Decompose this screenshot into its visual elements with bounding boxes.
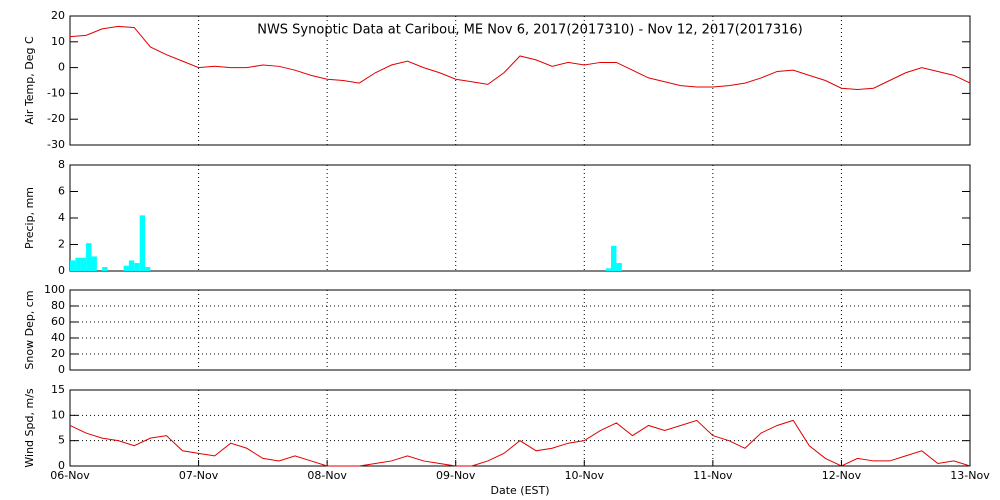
bar: [123, 265, 130, 271]
x-tick-label: 12-Nov: [822, 469, 862, 482]
plot-frame: [69, 289, 971, 371]
y-tick-label: 15: [51, 383, 65, 396]
y-tick-label: 6: [58, 185, 65, 198]
x-tick-label: 09-Nov: [436, 469, 476, 482]
data-line: [69, 419, 971, 467]
y-tick-label: -20: [47, 112, 65, 125]
y-tick-label: 0: [58, 264, 65, 277]
bar: [605, 268, 612, 271]
y-tick-label: 100: [44, 283, 65, 296]
y-tick-label: 40: [51, 331, 65, 344]
y-tick-label: 80: [51, 299, 65, 312]
bar: [91, 256, 97, 271]
plot-frame: [69, 389, 971, 467]
bar: [616, 263, 622, 271]
y-tick-label: 10: [51, 408, 65, 421]
y-axis-label: Air Temp, Deg C: [23, 36, 36, 125]
x-tick-label: 08-Nov: [307, 469, 347, 482]
bar: [102, 267, 108, 271]
x-tick-label: 13-Nov: [950, 469, 990, 482]
x-tick-label: 07-Nov: [179, 469, 219, 482]
bar: [144, 267, 151, 271]
y-tick-label: 20: [51, 347, 65, 360]
chart-title: NWS Synoptic Data at Caribou, ME Nov 6, …: [257, 23, 803, 38]
y-tick-label: 5: [58, 434, 65, 447]
bar: [75, 257, 81, 271]
y-axis-label: Snow Dep, cm: [23, 290, 36, 369]
bar: [134, 263, 140, 271]
y-tick-label: 4: [58, 211, 65, 224]
y-tick-label: -30: [47, 138, 65, 151]
y-tick-label: 0: [58, 61, 65, 74]
x-tick-label: 10-Nov: [565, 469, 605, 482]
bar: [86, 243, 92, 271]
y-tick-label: 60: [51, 315, 65, 328]
bar: [611, 245, 617, 271]
bar: [139, 215, 146, 271]
x-tick-label: 06-Nov: [50, 469, 90, 482]
y-tick-label: -10: [47, 86, 65, 99]
plot-frame: [69, 15, 971, 146]
y-tick-label: 0: [58, 363, 65, 376]
y-axis-label: Wind Spd, m/s: [23, 388, 36, 468]
y-tick-label: 2: [58, 238, 65, 251]
bar: [80, 257, 87, 271]
bar: [70, 260, 76, 271]
plot-frame: [69, 164, 971, 272]
y-axis-label: Precip, mm: [23, 187, 36, 249]
y-tick-label: 0: [58, 459, 65, 472]
y-tick-label: 10: [51, 35, 65, 48]
x-tick-label: 11-Nov: [693, 469, 733, 482]
x-axis-label: Date (EST): [490, 484, 549, 497]
y-tick-label: 20: [51, 9, 65, 22]
y-tick-label: 8: [58, 158, 65, 171]
bar: [128, 260, 135, 271]
data-line: [69, 25, 971, 91]
